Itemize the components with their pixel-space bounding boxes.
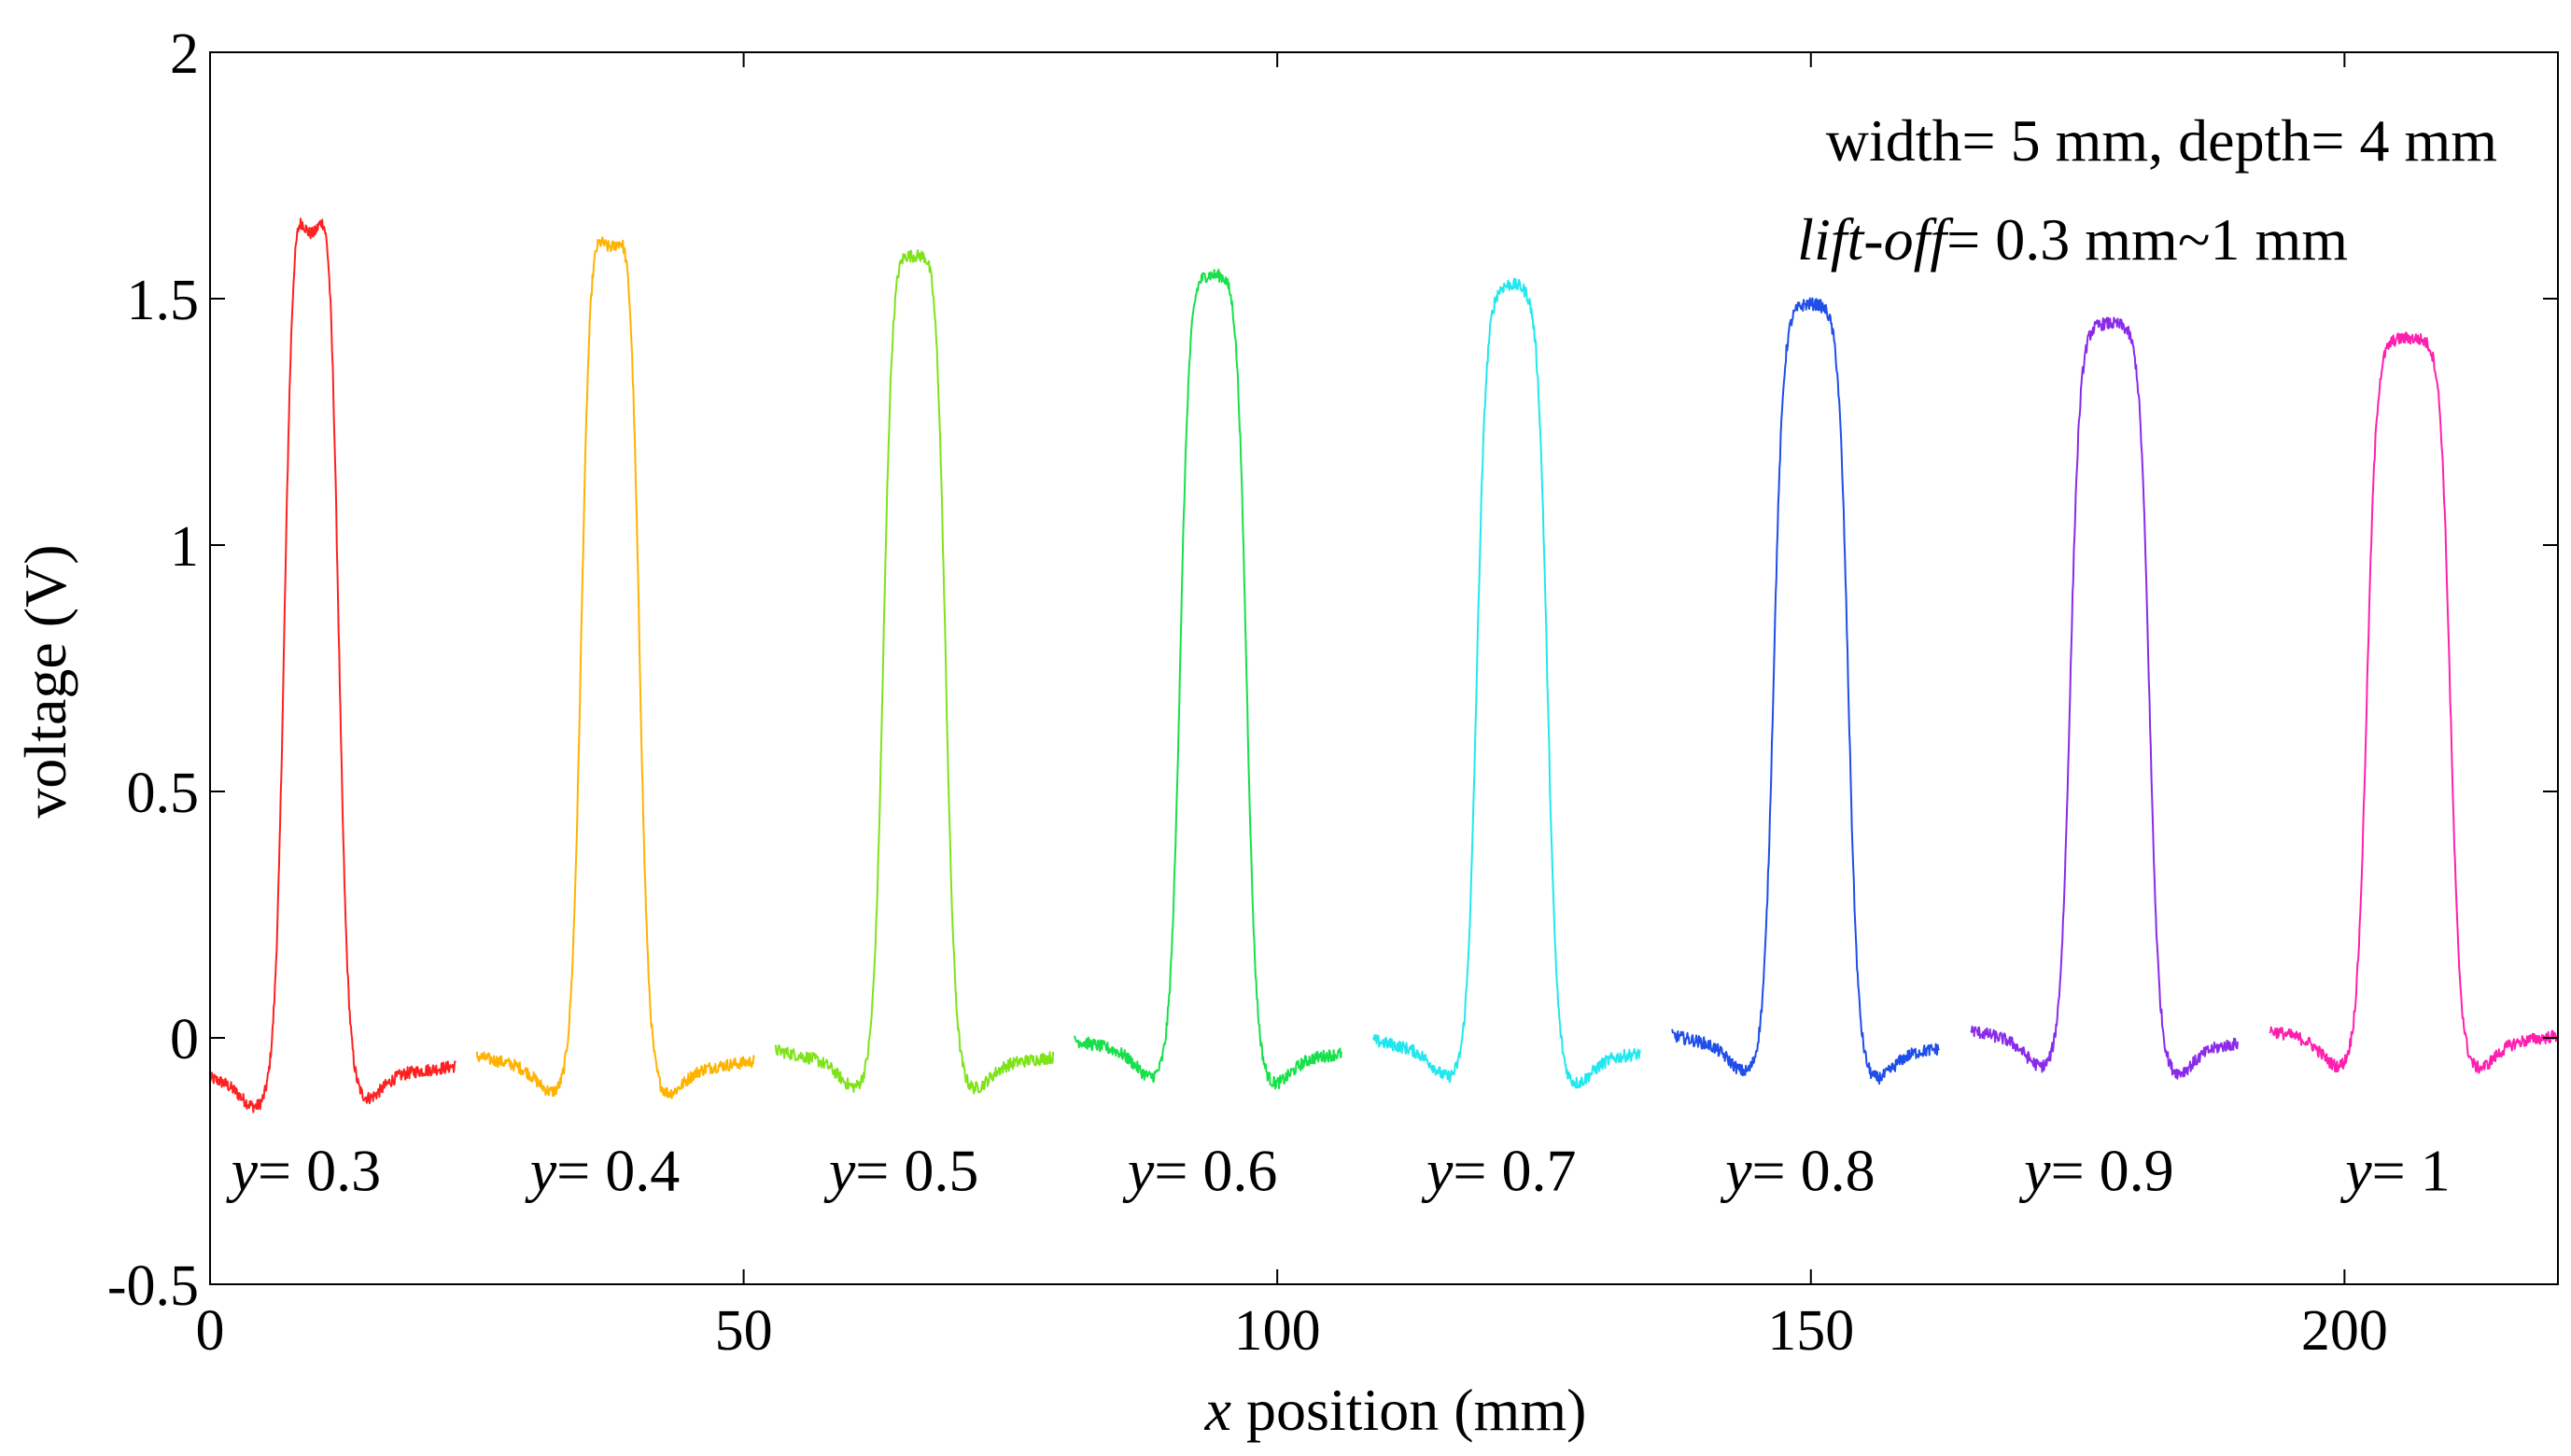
series-label-var: y (1122, 1138, 1155, 1204)
series-label: y= 0.6 (1122, 1138, 1278, 1204)
series-label-var: y (525, 1138, 557, 1204)
series-label-value: = 0.3 (258, 1138, 381, 1204)
series-label: y= 0.3 (226, 1138, 382, 1204)
x-tick-label: 0 (196, 1299, 225, 1363)
series-label-var: y (2018, 1138, 2051, 1204)
series-label: y= 0.9 (2018, 1138, 2174, 1204)
series-line (1970, 316, 2239, 1080)
x-axis-label-var: x (1204, 1377, 1231, 1443)
series-label-var: y (226, 1138, 259, 1204)
series-line (774, 249, 1055, 1095)
series-label-var: y (1421, 1138, 1454, 1204)
y-axis-label: voltage (V) (12, 544, 78, 818)
series-label-value: = 0.4 (556, 1138, 680, 1204)
series-label-var: y (1720, 1138, 1752, 1204)
annotation-lift-off: lift-off= 0.3 mm~1 mm (1797, 206, 2348, 273)
x-axis-label: x position (mm) (1204, 1377, 1587, 1443)
y-tick-label: 2 (170, 22, 199, 86)
series-label-var: y (823, 1138, 856, 1204)
plot-frame (209, 51, 2559, 1285)
annotation-lift-off-range: = 0.3 mm~1 mm (1946, 206, 2348, 273)
annotation-lift-off-italic: lift-off (1797, 206, 1954, 273)
y-tick-label: 1.5 (127, 269, 200, 332)
series-label-value: = 0.8 (1751, 1138, 1875, 1204)
series-line (1074, 268, 1342, 1090)
annotation-width-depth: width= 5 mm, depth= 4 mm (1826, 107, 2497, 174)
series-label-value: = 0.5 (855, 1138, 978, 1204)
x-axis-label-rest: position (mm) (1231, 1377, 1586, 1443)
x-tick-label: 100 (1234, 1299, 1321, 1363)
series-label: y= 0.7 (1421, 1138, 1577, 1204)
series-label-var: y (2339, 1138, 2372, 1204)
series-label: y= 1 (2339, 1138, 2451, 1204)
series-label: y= 0.4 (525, 1138, 681, 1204)
series-label-value: = 0.9 (2051, 1138, 2174, 1204)
series-line (2269, 331, 2559, 1074)
series-label: y= 0.8 (1720, 1138, 1876, 1204)
x-tick-label: 50 (715, 1299, 773, 1363)
series-line (1671, 297, 1940, 1085)
series-label-value: = 0.7 (1453, 1138, 1576, 1204)
x-tick-label: 150 (1767, 1299, 1854, 1363)
y-tick-label: -0.5 (107, 1254, 199, 1318)
y-tick-label: 0.5 (127, 762, 200, 825)
series-label-value: = 1 (2372, 1138, 2451, 1204)
ticks-layer (209, 51, 2558, 1285)
x-tick-label: 200 (2301, 1299, 2388, 1363)
series-label: y= 0.5 (823, 1138, 979, 1204)
series-line (209, 217, 457, 1113)
series-line (475, 236, 755, 1099)
y-tick-label: 1 (170, 515, 199, 579)
y-tick-label: 0 (170, 1008, 199, 1071)
series-layer (209, 217, 2559, 1113)
series-line (1372, 277, 1641, 1089)
series-label-value: = 0.6 (1154, 1138, 1277, 1204)
